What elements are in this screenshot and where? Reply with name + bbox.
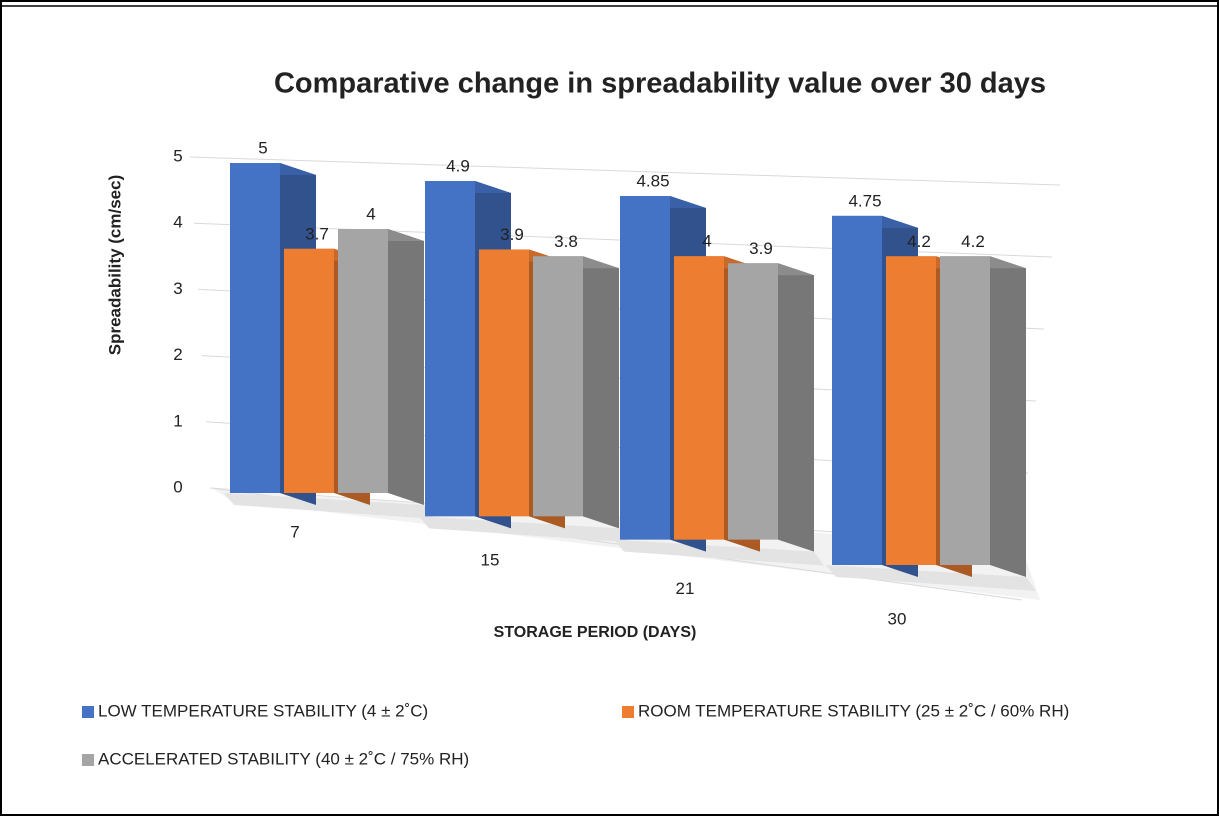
y-tick-label: 0: [173, 477, 182, 496]
legend-swatch: [622, 706, 634, 718]
grid-line: [189, 156, 1061, 186]
bar-shadow: [224, 493, 434, 519]
value-label: 4: [366, 204, 375, 223]
bar: [728, 263, 814, 552]
bar-front: [940, 256, 990, 565]
bar-shadow: [614, 539, 824, 566]
x-tick-label: 30: [888, 609, 907, 628]
bar-side: [778, 263, 814, 552]
x-axis-label: STORAGE PERIOD (DAYS): [494, 624, 697, 641]
value-label: 4.2: [961, 232, 985, 251]
bar-shadow: [826, 565, 1036, 591]
x-tick-label: 21: [676, 579, 695, 598]
bar-side: [583, 256, 619, 529]
bar: [533, 256, 619, 529]
bar-front: [230, 163, 280, 493]
bar-front: [674, 256, 724, 540]
y-tick-label: 2: [173, 345, 182, 364]
value-label: 4: [702, 232, 711, 251]
bar-front: [832, 215, 882, 565]
y-tick-label: 5: [173, 146, 182, 165]
bar-front: [533, 256, 583, 517]
legend-swatch: [82, 706, 94, 718]
bar-front: [425, 181, 475, 517]
y-tick-label: 4: [173, 213, 182, 232]
value-label: 3.7: [305, 224, 329, 243]
bar: [940, 256, 1026, 577]
y-tick-label: 3: [173, 279, 182, 298]
value-label: 4.2: [907, 232, 931, 251]
legend-swatch: [82, 754, 94, 766]
bar-side: [388, 229, 424, 505]
bar-front: [886, 256, 936, 565]
value-label: 4.9: [446, 157, 470, 176]
bar-side: [990, 256, 1026, 577]
bar-front: [620, 195, 670, 540]
bar-front: [479, 249, 529, 517]
legend-label: LOW TEMPERATURE STABILITY (4 ± 2˚C): [98, 701, 428, 720]
value-label: 5: [258, 138, 267, 157]
x-tick-label: 7: [290, 522, 299, 541]
bar-front: [728, 263, 778, 540]
value-label: 3.8: [554, 232, 578, 251]
x-tick-label: 15: [481, 551, 500, 570]
bar-front: [338, 229, 388, 493]
value-label: 4.85: [636, 171, 669, 190]
bar: [338, 229, 424, 505]
legend-label: ROOM TEMPERATURE STABILITY (25 ± 2˚C / 6…: [638, 701, 1069, 720]
bar-shadow: [419, 516, 629, 543]
y-tick-label: 1: [173, 411, 182, 430]
value-label: 3.9: [749, 239, 773, 258]
value-label: 3.9: [500, 225, 524, 244]
chart-title: Comparative change in spreadability valu…: [274, 68, 1046, 100]
y-axis-label: Spreadability (cm/sec): [105, 175, 124, 355]
value-label: 4.75: [848, 191, 881, 210]
bar-front: [284, 248, 334, 493]
legend-label: ACCELERATED STABILITY (40 ± 2˚C / 75% RH…: [98, 749, 469, 768]
